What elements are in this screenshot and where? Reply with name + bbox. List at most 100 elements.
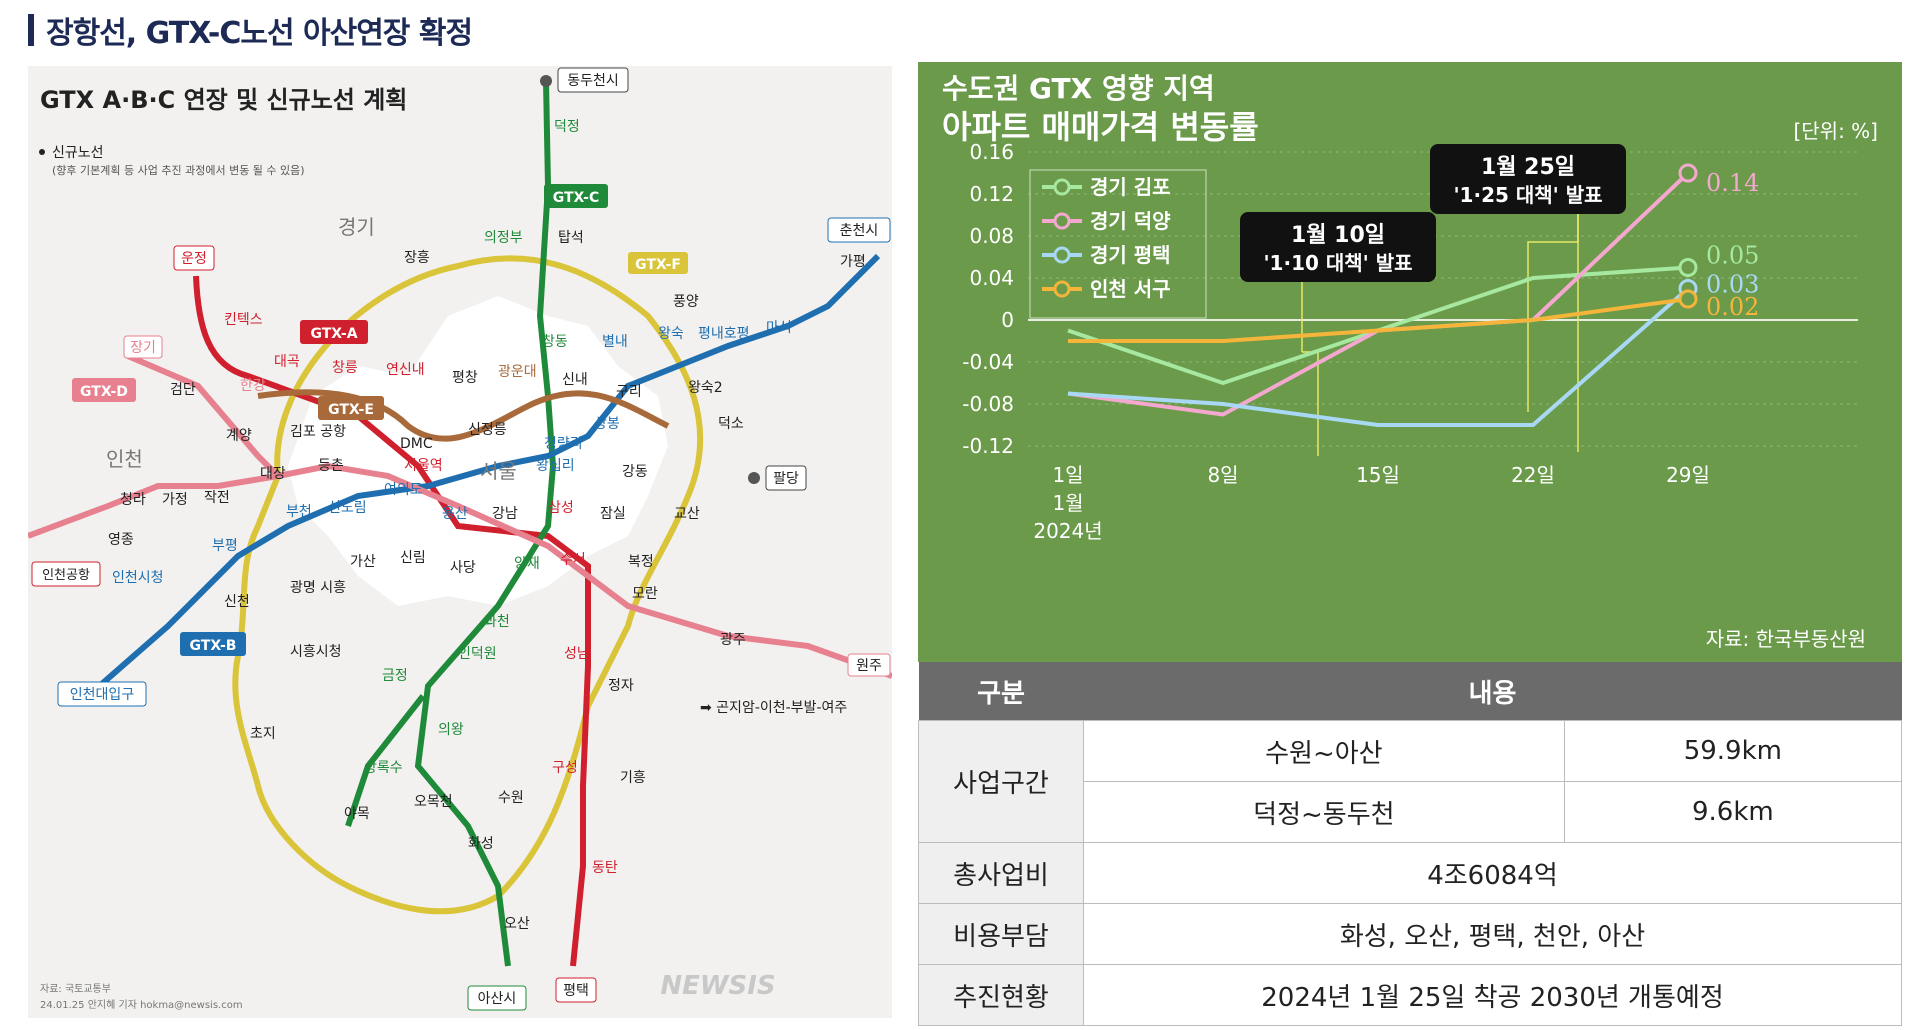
series-end-label: 0.05 [1706, 242, 1759, 270]
chart-source: 자료: 한국부동산원 [1706, 627, 1866, 651]
annotation-box [1240, 212, 1436, 282]
project-table-wrap: 구분 내용 사업구간 수원~아산 59.9km 덕정~동두천 9.6km 총사업… [918, 662, 1903, 1026]
price-change-chart: 수도권 GTX 영향 지역 아파트 매매가격 변동률 [단위: %] 0.16 0… [918, 62, 1902, 662]
page-title: 장항선, GTX-C노선 아산연장 확정 [28, 10, 473, 51]
x-tick-label: 29일 [1666, 463, 1710, 487]
station-label: 부천 [286, 504, 312, 520]
station-label: 신도림 [328, 500, 367, 516]
station-label: 사당 [450, 560, 476, 576]
table-cell: 수원~아산 [1083, 720, 1565, 782]
station-label: 검단 [170, 382, 196, 398]
legend-dot [39, 149, 45, 155]
row-label: 사업구간 [918, 720, 1084, 843]
station-label: 상록수 [364, 760, 403, 776]
station-label: 화성 [468, 836, 494, 852]
station-label: 의정부 [484, 230, 523, 246]
chart-unit: [단위: %] [1793, 119, 1878, 143]
terminal-box [57, 681, 147, 707]
series-end-marker [1678, 289, 1698, 309]
station-label: 상봉 [594, 416, 620, 432]
gtx-a-line [193, 275, 591, 967]
station-label: 등촌 [318, 458, 344, 474]
station-label: 양재 [514, 556, 540, 572]
station-label: 탑석 [558, 230, 584, 246]
legend-box [1029, 169, 1207, 319]
gtx-d-line [26, 462, 894, 679]
station-label: 청라 [120, 492, 146, 508]
series-end-label: 0.03 [1706, 271, 1759, 299]
gtx-e-badge [318, 396, 384, 420]
annotation-leader [1527, 212, 1579, 412]
station-label: 대장 [260, 466, 286, 482]
table-cell: 9.6km [1563, 781, 1903, 843]
station-label: 가평 [840, 254, 866, 270]
x-tick-label: 15일 [1356, 463, 1400, 487]
station-label: 동두천시 [567, 73, 619, 89]
y-tick-label: 0 [1001, 308, 1014, 332]
table-header-content: 내용 [1083, 662, 1902, 721]
title-accent-bar [28, 14, 34, 46]
seoul-area [288, 296, 668, 606]
legend-label: 경기 평택 [1090, 243, 1171, 267]
right-panel: 수도권 GTX 영향 지역 아파트 매매가격 변동률 [단위: %] 0.16 0… [918, 62, 1903, 1026]
table-row: 사업구간 수원~아산 59.9km [918, 720, 1903, 843]
gtx-c-line [414, 80, 557, 967]
station-label: 풍양 [673, 294, 699, 310]
station-label: 계양 [226, 428, 252, 444]
annotation-box [1430, 144, 1626, 214]
station-label: 기흥 [620, 770, 646, 786]
gtx-d-badge [72, 378, 136, 402]
series-line [1067, 286, 1690, 427]
station-label: 춘천시 [840, 223, 879, 239]
gtx-a-badge [300, 320, 368, 344]
gtx-b-badge [180, 632, 246, 656]
station-label: 신천 [224, 594, 250, 610]
legend-marker [1053, 246, 1071, 264]
region-gyeonggi: 경기 [338, 215, 375, 239]
y-tick-label: 0.16 [969, 140, 1014, 164]
gtx-c-branch [345, 694, 426, 827]
station-label: 평택 [563, 983, 589, 999]
page-title-text: 장항선, GTX-C노선 아산연장 확정 [46, 16, 473, 51]
station-dot [540, 75, 552, 87]
station-label: 강남 [492, 506, 518, 522]
station-label: 강동 [622, 464, 648, 480]
row-label: 비용부담 [918, 903, 1084, 965]
gtx-c-badge [544, 184, 608, 208]
annotation-text: 1월 10일 [1291, 223, 1385, 248]
station-label: 수원 [498, 790, 524, 806]
y-tick-label: -0.12 [962, 434, 1014, 458]
map-credit: 24.01.25 안지혜 기자 hokma@newsis.com [40, 999, 243, 1011]
station-label: 청량리 [544, 436, 583, 452]
series-end-marker [1678, 163, 1698, 183]
station-label: 김포 공항 [290, 424, 346, 440]
legend-label: 인천 서구 [1090, 277, 1171, 301]
legend-marker [1053, 212, 1071, 230]
station-label: 수서 [560, 552, 586, 568]
terminal-box [31, 561, 101, 587]
station-label: 구성 [552, 760, 578, 776]
region-seoul: 서울 [480, 459, 517, 483]
gtx-c-badge-label: GTX-C [553, 190, 600, 206]
terminal-box [173, 245, 215, 271]
terminal-box [847, 653, 891, 677]
station-label: 인천시청 [112, 570, 164, 586]
project-info-table: 구분 내용 사업구간 수원~아산 59.9km 덕정~동두천 9.6km 총사업… [918, 662, 1903, 1026]
station-label: 여의도 [384, 482, 423, 498]
x-tick-label: 8일 [1207, 463, 1238, 487]
table-row: 비용부담 화성, 오산, 평택, 천안, 아산 [918, 903, 1902, 965]
watermark: NEWSIS [660, 971, 775, 1001]
station-label: 창동 [542, 334, 568, 350]
station-label: 연신내 [386, 362, 425, 378]
legend-marker [1053, 178, 1071, 196]
legend-marker [1053, 280, 1071, 298]
station-label: 신내 [562, 372, 588, 388]
station-label: 오목천 [414, 794, 453, 810]
station-label: 작전 [204, 490, 230, 506]
x-tick-label: 1일 [1052, 463, 1083, 487]
station-label: 인천대입구 [70, 687, 135, 703]
terminal-box [555, 977, 597, 1003]
station-label: 팔당 [773, 471, 799, 487]
terminal-box [765, 465, 807, 491]
station-label: 정자 [608, 678, 634, 694]
